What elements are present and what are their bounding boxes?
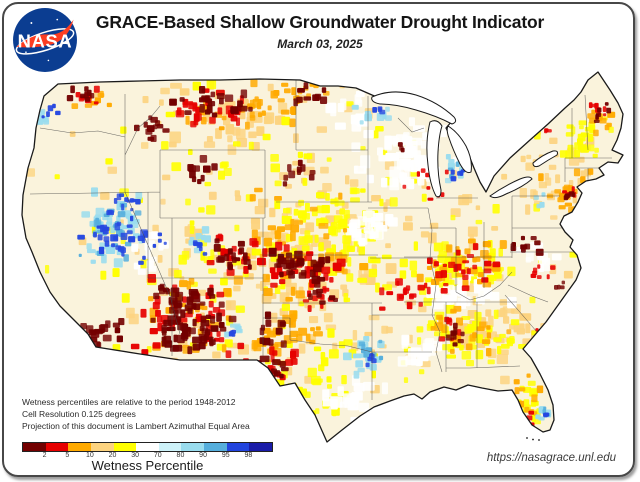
nasa-logo-orbit (15, 28, 75, 55)
page-title: GRACE-Based Shallow Groundwater Drought … (95, 12, 545, 32)
colorbar-segment (23, 443, 46, 451)
tick-label: 10 (86, 452, 94, 459)
colorbar-segment (45, 443, 69, 451)
colorbar-segment (90, 443, 114, 451)
tick-label: 20 (108, 452, 117, 459)
tick-label: 5 (65, 452, 70, 459)
nasa-logo-text: NASA (18, 30, 73, 51)
colorbar-segment (181, 443, 205, 451)
tick-label: 98 (244, 452, 253, 459)
colorbar-segment (136, 443, 159, 451)
great-lakes (371, 91, 558, 199)
tick-label: 80 (176, 452, 185, 459)
lake-superior (371, 91, 457, 125)
footnote-projection: Projection of this document is Lambert A… (22, 421, 250, 431)
florida-keys (526, 437, 540, 441)
lake-erie (489, 176, 533, 199)
colorbar-segment (204, 443, 227, 451)
tick-label: 30 (131, 452, 140, 459)
colorbar-segment (68, 443, 91, 451)
colorbar-segment (226, 443, 250, 451)
lake-michigan (426, 120, 443, 198)
footnote-period: Wetness percentiles are relative to the … (22, 397, 236, 407)
tick-label: 2 (42, 452, 47, 459)
state-borders (29, 80, 612, 400)
colorbar-title: Wetness Percentile (91, 458, 204, 473)
lake-huron (446, 125, 472, 174)
source-url: https://nasagrace.unl.edu (486, 452, 616, 464)
colorbar-segment (249, 443, 273, 451)
nasa-logo: NASA (13, 8, 77, 72)
nasa-logo-swoosh (16, 19, 74, 48)
colorbar-segment (113, 443, 137, 451)
tick-label: 70 (153, 452, 162, 459)
colorbar-segment (158, 443, 182, 451)
colorbar-ticks: 2 5 10 20 30 70 80 90 95 98 (22, 452, 273, 461)
tick-label: 90 (199, 452, 207, 459)
drought-cells (25, 78, 616, 431)
date-subtitle: March 03, 2025 (277, 37, 363, 51)
footnote-resolution: Cell Resolution 0.125 degrees (22, 409, 136, 419)
tick-label: 95 (221, 452, 230, 459)
lake-ontario (532, 150, 558, 168)
colorbar (22, 442, 273, 452)
